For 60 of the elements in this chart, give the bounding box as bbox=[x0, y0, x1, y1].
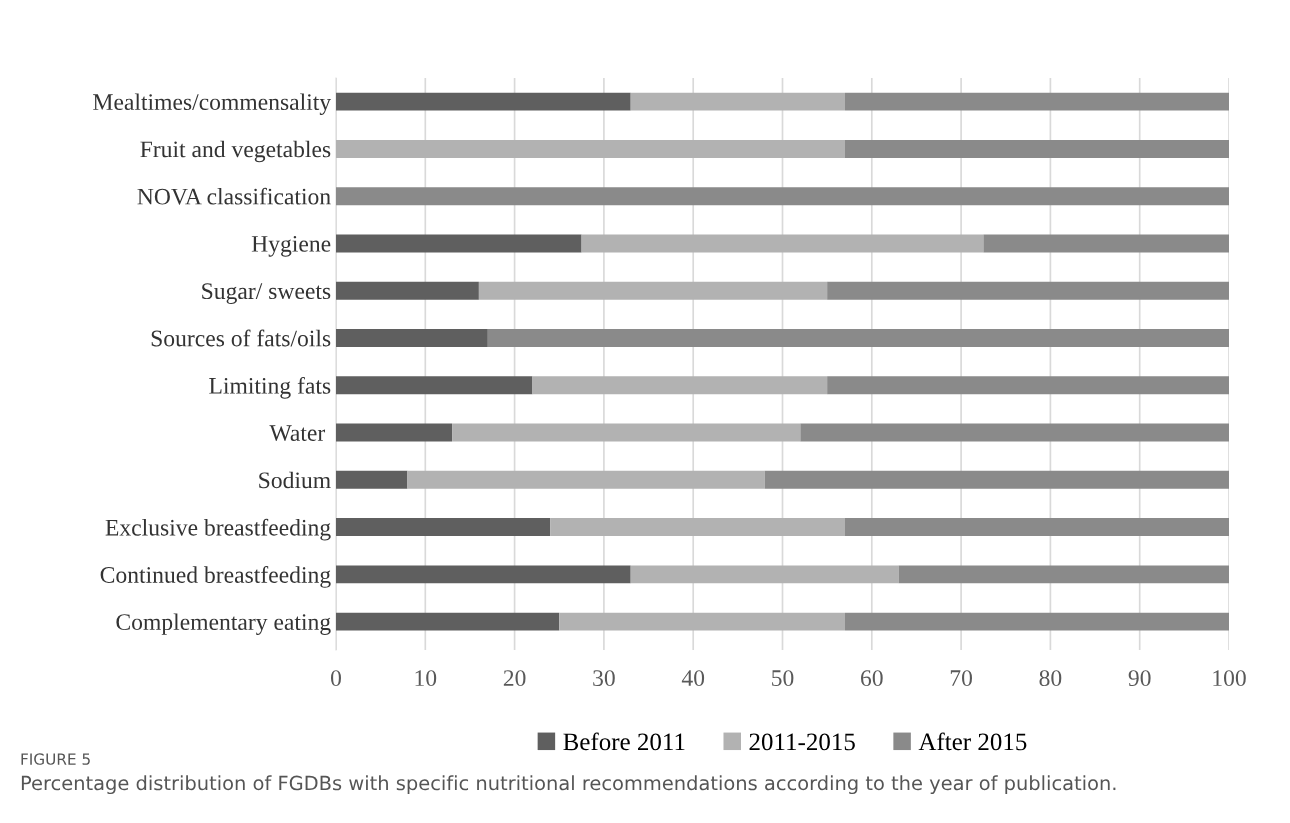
x-tick-label: 30 bbox=[593, 670, 615, 687]
bar bbox=[336, 329, 488, 347]
y-tick-label: Exclusive breastfeeding bbox=[105, 518, 331, 541]
bar bbox=[898, 565, 1229, 584]
bar bbox=[559, 612, 846, 631]
bar bbox=[845, 612, 1229, 631]
x-tick-label: 90 bbox=[1128, 670, 1151, 687]
bar bbox=[487, 329, 1229, 347]
bar bbox=[336, 518, 551, 537]
caption: FIGURE 5 bbox=[21, 753, 90, 765]
legend-label: Before 2011 bbox=[563, 732, 685, 751]
bar bbox=[550, 518, 846, 537]
y-tick-label: Hygiene bbox=[251, 235, 331, 257]
bar bbox=[630, 565, 899, 584]
text: Percentage distribution of FGDBs with specific nutritional recommendations according to the year of publication. bbox=[21, 775, 1116, 795]
bar bbox=[336, 281, 479, 300]
x-tick-label: 100 bbox=[1213, 670, 1246, 687]
x-tick-label: 50 bbox=[772, 670, 794, 687]
bar bbox=[336, 423, 453, 442]
bar bbox=[983, 234, 1229, 253]
y-tick-label: Sugar/ sweets bbox=[202, 283, 331, 304]
bar bbox=[764, 470, 1229, 489]
bar bbox=[532, 376, 828, 395]
y-tick-label: Complementary eating bbox=[116, 613, 331, 635]
x-tick-label: 70 bbox=[950, 670, 973, 687]
bar bbox=[336, 470, 408, 489]
bar bbox=[336, 187, 1229, 206]
y-tick-label: Mealtimes/commensality bbox=[93, 93, 332, 115]
bar bbox=[336, 376, 533, 395]
bar bbox=[478, 281, 828, 300]
y-tick-label: Fruit and vegetables bbox=[140, 140, 331, 163]
x-tick-label: 80 bbox=[1039, 670, 1062, 687]
bar bbox=[845, 92, 1229, 111]
bar bbox=[336, 234, 582, 253]
bar bbox=[336, 92, 631, 111]
x-tick-label: 40 bbox=[681, 670, 705, 687]
y-tick-label: Limiting fats bbox=[209, 376, 331, 399]
x-tick-label: 10 bbox=[415, 670, 437, 687]
bar bbox=[827, 376, 1229, 395]
bar bbox=[827, 281, 1229, 300]
x-tick-label: 0 bbox=[331, 670, 341, 687]
bar bbox=[336, 612, 560, 631]
bar bbox=[336, 139, 846, 158]
legend-label: After 2015 bbox=[918, 732, 1027, 751]
y-tick-label: Water bbox=[269, 425, 326, 442]
x-tick-label: 20 bbox=[503, 670, 526, 687]
bar bbox=[800, 423, 1229, 442]
bar bbox=[581, 234, 984, 253]
bar bbox=[845, 139, 1229, 158]
bar bbox=[407, 470, 765, 489]
bar bbox=[845, 518, 1229, 537]
bar bbox=[452, 423, 801, 442]
bar bbox=[630, 92, 846, 111]
x-tick-label: 60 bbox=[861, 670, 883, 687]
bar bbox=[336, 565, 631, 584]
y-tick-label: NOVA classification bbox=[137, 187, 331, 205]
y-tick-label: Continued breastfeeding bbox=[100, 566, 331, 588]
y-tick-label: Sources of fats/oils bbox=[151, 329, 331, 347]
legend-label: 2011-2015 bbox=[749, 733, 855, 751]
y-tick-label: Sodium bbox=[259, 471, 331, 489]
